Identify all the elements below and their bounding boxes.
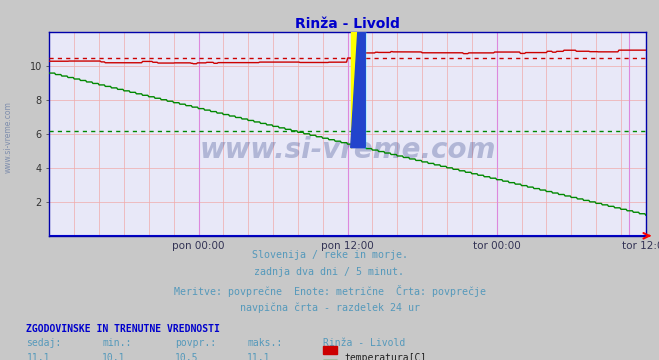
Text: 10,5: 10,5 (175, 353, 198, 360)
Text: 10,1: 10,1 (102, 353, 126, 360)
Text: temperatura[C]: temperatura[C] (344, 353, 426, 360)
Text: min.:: min.: (102, 338, 132, 348)
Text: sedaj:: sedaj: (26, 338, 61, 348)
Text: zadnja dva dni / 5 minut.: zadnja dva dni / 5 minut. (254, 267, 405, 278)
Polygon shape (351, 0, 365, 148)
Text: Meritve: povprečne  Enote: metrične  Črta: povprečje: Meritve: povprečne Enote: metrične Črta:… (173, 285, 486, 297)
Text: www.si-vreme.com: www.si-vreme.com (3, 101, 13, 173)
Title: Rinža - Livold: Rinža - Livold (295, 17, 400, 31)
Text: maks.:: maks.: (247, 338, 282, 348)
Text: navpična črta - razdelek 24 ur: navpična črta - razdelek 24 ur (239, 302, 420, 312)
Text: 11,1: 11,1 (26, 353, 50, 360)
Text: 11,1: 11,1 (247, 353, 271, 360)
Text: www.si-vreme.com: www.si-vreme.com (200, 136, 496, 165)
Text: ZGODOVINSKE IN TRENUTNE VREDNOSTI: ZGODOVINSKE IN TRENUTNE VREDNOSTI (26, 324, 220, 334)
Text: Slovenija / reke in morje.: Slovenija / reke in morje. (252, 250, 407, 260)
Text: Rinža - Livold: Rinža - Livold (323, 338, 405, 348)
Text: povpr.:: povpr.: (175, 338, 215, 348)
Polygon shape (351, 0, 365, 148)
Polygon shape (351, 0, 365, 148)
